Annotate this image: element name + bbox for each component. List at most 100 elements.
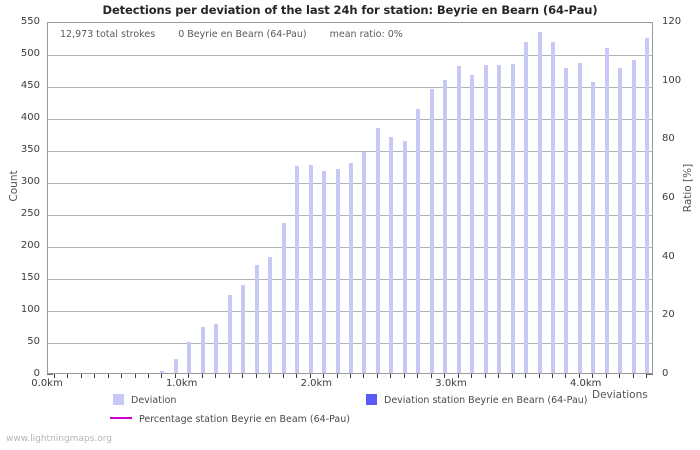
y-axis-right-tick-label: 0 bbox=[662, 368, 669, 379]
y-axis-left-tick-label: 450 bbox=[20, 80, 40, 91]
gridline bbox=[48, 87, 652, 88]
legend-label-deviation-station: Deviation station Beyrie en Bearn (64-Pa… bbox=[384, 395, 588, 406]
x-axis-tick bbox=[161, 374, 162, 378]
chart-title: Detections per deviation of the last 24h… bbox=[102, 3, 598, 17]
gridline bbox=[48, 55, 652, 56]
y-axis-right-tick-label: 100 bbox=[662, 74, 682, 86]
bar bbox=[483, 64, 488, 373]
bar bbox=[591, 81, 596, 373]
bar bbox=[524, 42, 529, 373]
bar bbox=[497, 64, 502, 373]
x-axis-tick bbox=[296, 374, 297, 378]
x-axis-tick bbox=[363, 374, 364, 378]
bar bbox=[618, 67, 623, 373]
bar bbox=[456, 65, 461, 373]
legend-item-deviation[interactable]: Deviation bbox=[113, 394, 176, 406]
x-axis-tick bbox=[377, 374, 378, 378]
legend-item-deviation-station[interactable]: Deviation station Beyrie en Bearn (64-Pa… bbox=[366, 394, 588, 406]
x-axis-tick bbox=[539, 374, 540, 378]
x-axis-tick bbox=[283, 374, 284, 378]
x-axis-tick bbox=[202, 374, 203, 378]
bar bbox=[362, 152, 367, 373]
bar bbox=[214, 323, 219, 373]
bar bbox=[295, 166, 300, 373]
plot-area: 12,973 total strokes 0 Beyrie en Bearn (… bbox=[47, 22, 653, 374]
x-axis-tick bbox=[606, 374, 607, 378]
bar bbox=[577, 62, 582, 373]
x-axis-tick bbox=[54, 374, 55, 378]
bar bbox=[200, 326, 205, 373]
bar bbox=[416, 108, 421, 373]
bar bbox=[402, 140, 407, 373]
bar bbox=[604, 47, 609, 373]
x-axis-tick bbox=[646, 374, 647, 378]
bar bbox=[631, 60, 636, 373]
x-axis-tick bbox=[552, 374, 553, 378]
x-axis-tick bbox=[444, 374, 445, 378]
y-axis-right-tick-label: 80 bbox=[662, 133, 675, 145]
x-axis-tick bbox=[498, 374, 499, 378]
x-axis-tick bbox=[215, 374, 216, 378]
legend-swatch-percentage-station bbox=[110, 417, 132, 419]
x-axis-tick bbox=[229, 374, 230, 378]
bar bbox=[254, 265, 259, 373]
x-axis-tick-label: 0.0km bbox=[31, 378, 63, 389]
y-axis-right-tick bbox=[647, 374, 653, 375]
bar-series-deviation bbox=[48, 23, 652, 373]
x-axis-tick bbox=[135, 374, 136, 378]
gridline bbox=[48, 119, 652, 120]
x-axis-tick-label: 3.0km bbox=[435, 378, 467, 389]
x-axis-tick bbox=[485, 374, 486, 378]
x-axis-tick bbox=[188, 374, 189, 378]
y-axis-left-tick-label: 350 bbox=[20, 144, 40, 155]
x-axis-tick bbox=[121, 374, 122, 378]
legend-item-percentage-station[interactable]: Percentage station Beyrie en Beam (64-Pa… bbox=[110, 414, 350, 425]
x-axis-tick bbox=[579, 374, 580, 378]
y-axis-right-tick-label: 60 bbox=[662, 192, 675, 203]
x-axis-tick bbox=[431, 374, 432, 378]
x-axis-tick bbox=[337, 374, 338, 378]
x-axis-tick bbox=[417, 374, 418, 378]
annotation-station-strokes: 0 Beyrie en Bearn (64-Pau) bbox=[178, 29, 307, 40]
x-axis-tick bbox=[148, 374, 149, 378]
x-axis-tick bbox=[350, 374, 351, 378]
y-axis-left-tick-label: 500 bbox=[20, 48, 40, 59]
y-axis-left-tick-label: 0 bbox=[33, 368, 40, 379]
x-axis-tick-label: 2.0km bbox=[300, 378, 333, 389]
y-axis-left-tick bbox=[47, 374, 53, 375]
x-axis-tick bbox=[633, 374, 634, 378]
gridline bbox=[48, 151, 652, 152]
legend-label-deviation: Deviation bbox=[131, 395, 177, 406]
bar bbox=[564, 67, 569, 373]
x-axis-tick bbox=[404, 374, 405, 378]
x-axis-tick bbox=[175, 374, 176, 378]
bar bbox=[227, 294, 232, 373]
y-axis-right-title: Ratio [%] bbox=[682, 163, 694, 213]
annotation-mean-ratio: mean ratio: 0% bbox=[329, 29, 403, 40]
x-axis-tick bbox=[310, 374, 311, 378]
x-axis-tick bbox=[108, 374, 109, 378]
y-axis-left-tick-label: 250 bbox=[20, 208, 40, 219]
bar bbox=[429, 89, 434, 373]
bar bbox=[375, 127, 380, 373]
bar bbox=[645, 38, 650, 373]
y-axis-left-tick-label: 200 bbox=[20, 240, 40, 251]
bar bbox=[389, 137, 394, 373]
bar bbox=[187, 342, 192, 373]
legend-swatch-deviation-station bbox=[366, 394, 377, 405]
x-axis-tick bbox=[390, 374, 391, 378]
plot-annotations: 12,973 total strokes 0 Beyrie en Bearn (… bbox=[60, 29, 423, 40]
y-axis-left-tick-label: 400 bbox=[20, 112, 40, 123]
x-axis-tick bbox=[323, 374, 324, 378]
bar bbox=[537, 31, 542, 373]
bar bbox=[443, 79, 448, 373]
y-axis-left-tick-label: 550 bbox=[20, 16, 40, 27]
x-axis-tick bbox=[81, 374, 82, 378]
bar bbox=[335, 169, 340, 373]
bar bbox=[551, 42, 555, 373]
bar bbox=[268, 256, 273, 373]
bar bbox=[322, 171, 327, 373]
y-axis-right-tick-label: 40 bbox=[662, 250, 675, 262]
legend-swatch-deviation bbox=[113, 394, 124, 405]
